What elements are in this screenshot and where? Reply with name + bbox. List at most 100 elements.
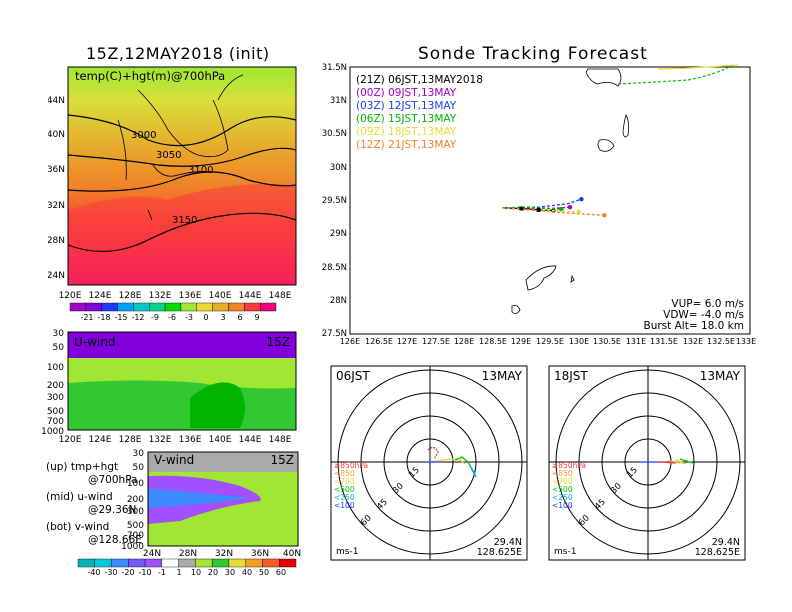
legend-item-03z: (03Z) 12JST,13MAY [356,100,457,112]
v-wind-colorbar [77,558,297,568]
track-x-tick-126: 126E [340,337,360,346]
island-yakushima [597,139,615,152]
v-wind-colorbar-swatch [111,558,129,568]
hodograph-06jst: 06JST 13MAY 15 30 45 60 ≥850hPa <850 <70… [330,365,528,561]
hodo2-trace-red [657,461,677,464]
track-endpoint [576,209,581,215]
uwind-x-tick-140: 140E [209,435,232,445]
track-y-tick-29: 29N [330,229,347,239]
hodograph-rings-2 [549,366,745,560]
temperature-colorbar-swatch [69,302,87,312]
hodo2-level-250: <250 [552,493,573,502]
cbar-label-3: 3 [220,313,225,322]
map-y-tick-24: 24N [48,271,65,281]
island-tanegashima [622,113,630,138]
vcbar-label-m10: -10 [138,568,151,577]
hodo2-level-850plus: ≥850hPa [552,461,586,470]
track-x-tick-128: 128E [454,337,474,346]
contour-label-3000: 3000 [131,130,156,141]
param-vup: VUP= 6.0 m/s [671,298,744,310]
legend-item-21z: (21Z) 06JST,13MAY2018 [356,74,483,86]
track-y-tick-29.5: 29.5N [322,196,347,206]
hodo2-time: 18JST [554,369,588,383]
uwind-y-tick-200: 200 [47,381,64,391]
hodo1-trace-red [427,446,439,459]
v-wind-panel: V-wind 15Z 30 50 100 200 300 500 700 100… [121,449,301,559]
legend-item-12z: (12Z) 21JST,13MAY [356,139,457,151]
height-contour-3000 [67,114,297,147]
temperature-colorbar-swatch [85,302,102,312]
map-x-tick-136: 136E [179,291,202,301]
map-x-tick-120: 120E [59,291,82,301]
uwind-label: U-wind [74,335,115,349]
hodo2-trace-green [679,458,694,464]
island-amami [525,265,557,291]
uwind-core [190,382,245,428]
tracking-x-axis: 126E 126.5E 127E 127.5E 128E 128.5E 129E… [340,337,756,346]
hodo2-trace-yellow [675,459,687,465]
track-x-tick-126.5: 126.5E [365,337,393,346]
track-x-tick-127.5: 127.5E [422,337,450,346]
map-y-tick-28: 28N [48,236,65,246]
cbar-label-m15: -15 [114,313,127,322]
contour-label-3150: 3150 [172,215,197,226]
vcbar-label-60: 60 [276,568,286,577]
temperature-colorbar-swatch [180,302,197,312]
uwind-y-tick-50: 50 [53,343,65,353]
hodo2-level-500: <500 [552,485,573,494]
v-wind-colorbar-swatch [228,558,246,568]
vwind-y-tick-30: 30 [133,449,145,459]
track-y-tick-27.5: 27.5N [322,329,347,339]
v-wind-colorbar-swatch [144,558,163,568]
contour-label-3050: 3050 [156,150,181,161]
temperature-colorbar-swatch [259,302,277,312]
v-wind-colorbar-swatch [77,558,95,568]
uwind-x-tick-132: 132E [149,435,172,445]
vwind-y-tick-700: 700 [127,531,144,541]
hodo1-level-850plus: ≥850hPa [334,461,368,470]
v-wind-colorbar-swatch [245,558,263,568]
track-y-tick-28.5: 28.5N [322,263,347,273]
track-y-tick-30.5: 30.5N [322,129,347,139]
temperature-colorbar-swatch [149,302,166,312]
hodo1-level-legend: ≥850hPa <850 <700 <500 <250 <100 [334,461,368,510]
temperature-colorbar-labels: -21 -18 -15 -12 -9 -6 -3 0 3 6 9 [80,313,259,322]
uwind-y-tick-100: 100 [47,363,64,373]
v-wind-colorbar-swatch [279,558,297,568]
vcbar-label-m20: -20 [121,568,134,577]
temperature-colorbar-swatch [244,302,261,312]
map-x-tick-124: 124E [89,291,112,301]
vwind-x-tick-24: 24N [143,549,161,559]
hodo1-date: 13MAY [482,369,523,383]
vwind-y-tick-1000: 1000 [121,542,144,552]
uwind-x-tick-120: 120E [59,435,82,445]
hodograph-18jst: 18JST 13MAY 15 30 45 60 ≥850hPa <850 <70… [548,365,746,561]
hodo1-level-500: <500 [334,485,355,494]
track-line [501,198,582,209]
hodo2-level-legend: ≥850hPa <850 <700 <500 <250 <100 [552,461,586,510]
v-wind-colorbar-swatch [161,558,179,568]
hodo2-level-850: <850 [552,469,573,478]
hodo1-level-700: <700 [334,477,355,486]
hodo2-lat: 29.4N [712,537,740,548]
cbar-label-m21: -21 [80,313,93,322]
side-notes: (up) tmp+hgt @700hPa (mid) u-wind @29.36… [46,461,142,547]
island-small [511,305,521,314]
uwind-x-tick-128: 128E [119,435,142,445]
uwind-mid-band [68,358,296,389]
track-endpoint [567,204,573,210]
hodo2-trace-orange [667,460,684,464]
track-x-tick-132.5: 132.5E [707,337,735,346]
temperature-colorbar-swatch [117,302,134,312]
v-wind-colorbar-swatch [211,558,230,568]
vwind-y-tick-500: 500 [127,521,144,531]
track-endpoint [579,196,584,202]
map-warm-region [68,184,296,285]
uwind-y-tick-300: 300 [47,393,64,403]
uwind-x-tick-148: 148E [269,435,292,445]
temperature-colorbar-swatch [133,302,150,312]
temperature-colorbar-swatch [164,302,182,312]
track-x-tick-127: 127E [397,337,417,346]
vwind-upper-band [148,452,298,472]
vcbar-label-10: 10 [191,568,201,577]
